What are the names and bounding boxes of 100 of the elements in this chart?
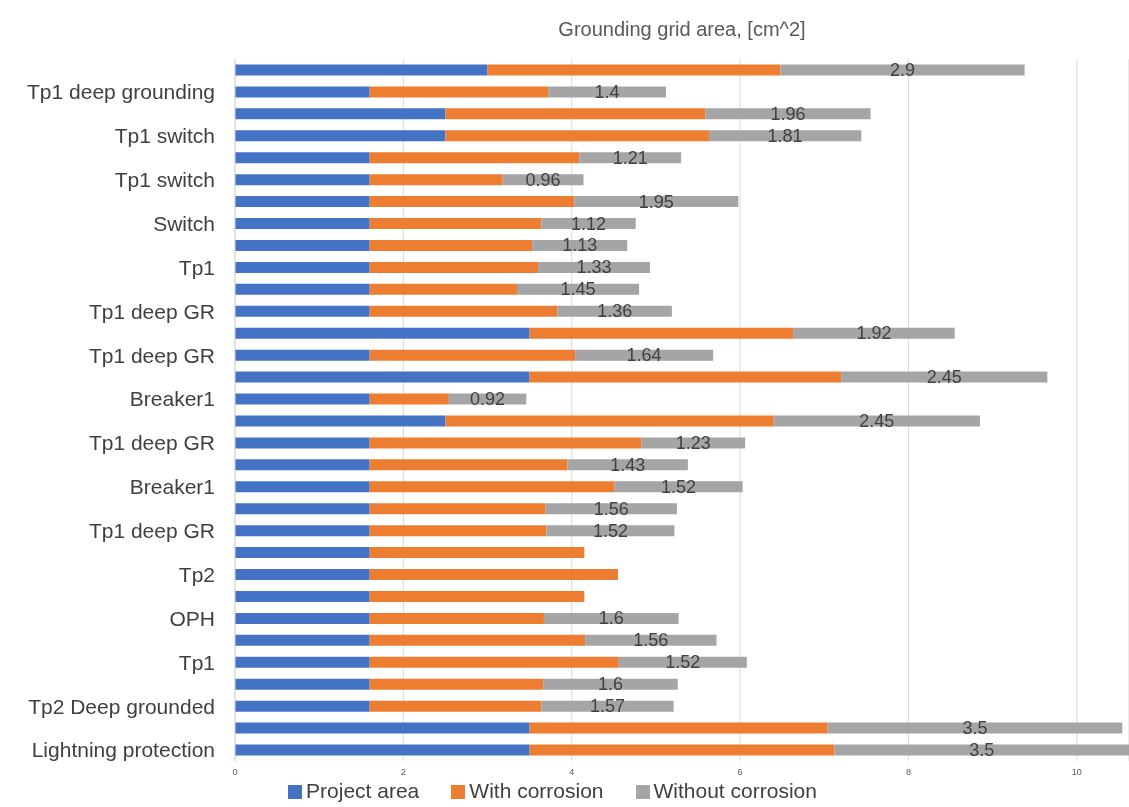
bar bbox=[235, 261, 370, 273]
y-tick-label: Tp1 switch bbox=[114, 124, 215, 148]
data-label: 1.36 bbox=[597, 301, 633, 322]
bar bbox=[705, 108, 871, 120]
bar bbox=[369, 590, 585, 602]
bar bbox=[369, 547, 585, 559]
bar bbox=[827, 722, 1123, 734]
bar bbox=[841, 371, 1048, 383]
data-label: 1.6 bbox=[597, 674, 623, 695]
bar bbox=[780, 64, 1025, 76]
y-tick-label: Switch bbox=[153, 211, 215, 235]
bar bbox=[235, 612, 370, 624]
data-label: 0.92 bbox=[470, 389, 506, 410]
bar bbox=[529, 327, 794, 339]
x-tick-label: 10 bbox=[1071, 767, 1082, 778]
bar bbox=[369, 283, 518, 295]
legend-label: Without corrosion bbox=[653, 779, 817, 802]
bar bbox=[369, 196, 575, 208]
data-label: 2.45 bbox=[926, 367, 962, 388]
data-label: 3.5 bbox=[969, 740, 995, 761]
bar bbox=[834, 744, 1129, 756]
bar bbox=[543, 678, 678, 690]
bar bbox=[529, 722, 828, 734]
bar bbox=[574, 196, 739, 208]
data-label: 1.64 bbox=[626, 345, 662, 366]
data-label: 3.5 bbox=[962, 718, 988, 739]
bar bbox=[369, 700, 542, 712]
y-tick-label: Breaker1 bbox=[129, 475, 215, 499]
y-tick-label: Tp1 deep grounding bbox=[27, 80, 215, 104]
data-label: 1.52 bbox=[592, 520, 628, 541]
data-label: 1.12 bbox=[571, 213, 607, 234]
bar bbox=[235, 481, 370, 493]
bar bbox=[708, 130, 862, 142]
x-tick-label: 6 bbox=[737, 767, 743, 778]
data-label: 1.33 bbox=[576, 257, 612, 278]
bar bbox=[235, 722, 530, 734]
bar bbox=[235, 503, 370, 515]
bar bbox=[235, 152, 370, 164]
bar bbox=[235, 174, 370, 186]
chart-title: Grounding grid area, [cm^2] bbox=[557, 18, 807, 41]
bar bbox=[235, 569, 370, 581]
bar bbox=[369, 349, 576, 361]
bar bbox=[369, 612, 544, 624]
bar bbox=[445, 108, 706, 120]
y-tick-label: Tp1 deep GR bbox=[88, 519, 215, 543]
data-label: 1.21 bbox=[612, 147, 648, 168]
x-tick-label: 8 bbox=[905, 767, 911, 778]
data-label: 1.45 bbox=[560, 279, 596, 300]
y-tick-label: Tp1 deep GR bbox=[88, 343, 215, 367]
y-tick-label: Breaker1 bbox=[129, 387, 215, 411]
bar bbox=[235, 744, 530, 756]
bar bbox=[235, 130, 446, 142]
bar bbox=[235, 700, 370, 712]
bar bbox=[369, 656, 619, 668]
y-tick-label: Tp1 bbox=[178, 255, 215, 279]
bar bbox=[369, 503, 546, 515]
x-tick-label: 0 bbox=[232, 767, 238, 778]
bar bbox=[235, 305, 370, 317]
bar bbox=[235, 108, 446, 120]
bar bbox=[369, 239, 533, 251]
bar bbox=[235, 371, 530, 383]
data-label: 1.56 bbox=[593, 498, 629, 519]
bar bbox=[235, 393, 370, 405]
bar bbox=[369, 437, 642, 449]
bar bbox=[793, 327, 955, 339]
bar bbox=[235, 327, 530, 339]
legend-label: With corrosion bbox=[469, 779, 604, 802]
bar bbox=[235, 678, 370, 690]
bar bbox=[369, 525, 547, 537]
x-tick-label: 4 bbox=[569, 767, 575, 778]
bar bbox=[235, 634, 370, 646]
data-label: 0.96 bbox=[525, 169, 561, 190]
bar bbox=[541, 700, 674, 712]
bar bbox=[369, 393, 449, 405]
bar bbox=[235, 86, 370, 98]
bar bbox=[369, 152, 580, 164]
y-tick-label: Tp1 switch bbox=[114, 168, 215, 192]
bar bbox=[235, 349, 370, 361]
data-label: 1.23 bbox=[675, 432, 711, 453]
bar bbox=[445, 130, 709, 142]
bar bbox=[369, 634, 586, 646]
y-tick-label: Tp1 deep GR bbox=[88, 299, 215, 323]
bar bbox=[235, 656, 370, 668]
bar bbox=[369, 218, 542, 230]
y-tick-label: Tp2 Deep grounded bbox=[28, 694, 215, 718]
data-label: 1.96 bbox=[770, 103, 806, 124]
bar bbox=[369, 481, 615, 493]
data-label: 1.52 bbox=[665, 652, 701, 673]
bar bbox=[235, 239, 370, 251]
bar bbox=[529, 744, 835, 756]
bar bbox=[235, 218, 370, 230]
y-tick-label: Tp2 bbox=[178, 562, 215, 586]
bar bbox=[235, 196, 370, 208]
bar bbox=[543, 612, 679, 624]
bar bbox=[235, 590, 370, 602]
bar bbox=[235, 525, 370, 537]
bar bbox=[445, 415, 774, 427]
bar bbox=[487, 64, 781, 76]
bar bbox=[235, 547, 370, 559]
data-label: 2.45 bbox=[859, 410, 895, 431]
